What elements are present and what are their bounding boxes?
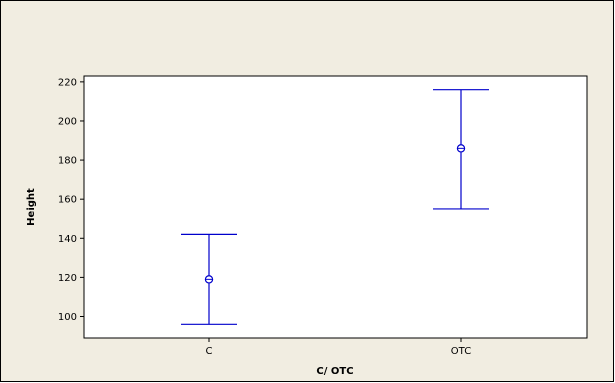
y-axis: 100 120 140 160 180 200 220 xyxy=(58,77,84,323)
y-tick-label: 220 xyxy=(58,77,77,88)
y-tick-label: 120 xyxy=(58,273,77,284)
x-axis-title: C/ OTC xyxy=(316,366,353,377)
x-axis: C OTC xyxy=(206,338,471,357)
y-tick-label: 100 xyxy=(58,312,77,323)
y-tick-label: 160 xyxy=(58,195,77,206)
y-axis-title: Height xyxy=(26,188,37,226)
x-tick-label: C xyxy=(206,346,213,357)
x-tick-label: OTC xyxy=(451,346,471,357)
plot-area xyxy=(83,75,588,339)
y-tick-label: 180 xyxy=(58,156,77,167)
y-tick-label: 200 xyxy=(58,116,77,127)
y-tick-label: 140 xyxy=(58,234,77,245)
series-marks xyxy=(181,89,489,325)
